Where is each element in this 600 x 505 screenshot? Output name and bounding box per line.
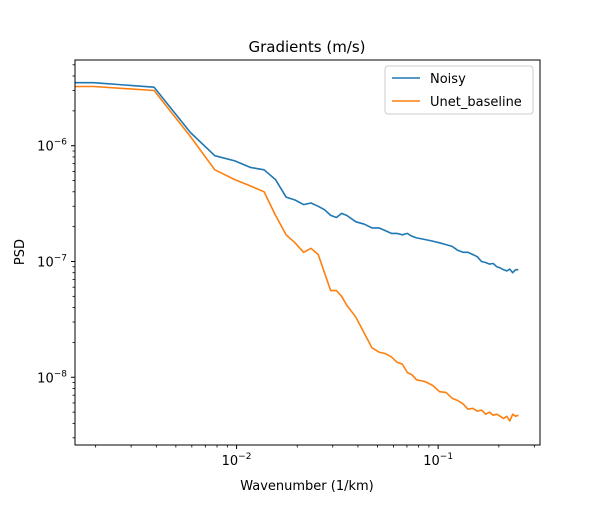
legend-label-unet-baseline: Unet_baseline	[430, 95, 522, 110]
legend: Noisy Unet_baseline	[384, 65, 534, 115]
y-axis-label: PSD	[13, 239, 28, 265]
series-line-unet-baseline	[75, 85, 519, 422]
legend-box	[384, 65, 534, 115]
x-axis-ticks: 10−2 10−1	[95, 445, 535, 469]
series-layer	[75, 81, 519, 422]
plot-area: 10−2 10−1 10−810−710−6	[37, 59, 541, 469]
chart-title: Gradients (m/s)	[248, 38, 365, 56]
x-axis-label: Wavenumber (1/km)	[240, 479, 374, 494]
legend-label-noisy: Noisy	[430, 72, 466, 87]
plot-frame	[74, 59, 541, 446]
series-line-noisy	[75, 81, 519, 274]
